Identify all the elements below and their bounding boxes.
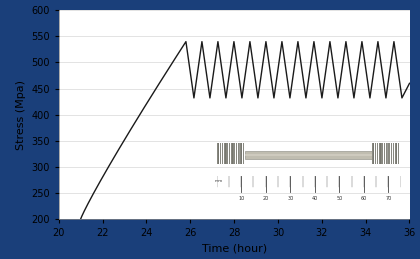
X-axis label: Time (hour): Time (hour) [202,243,267,254]
Y-axis label: Stress (Mpa): Stress (Mpa) [16,80,26,150]
